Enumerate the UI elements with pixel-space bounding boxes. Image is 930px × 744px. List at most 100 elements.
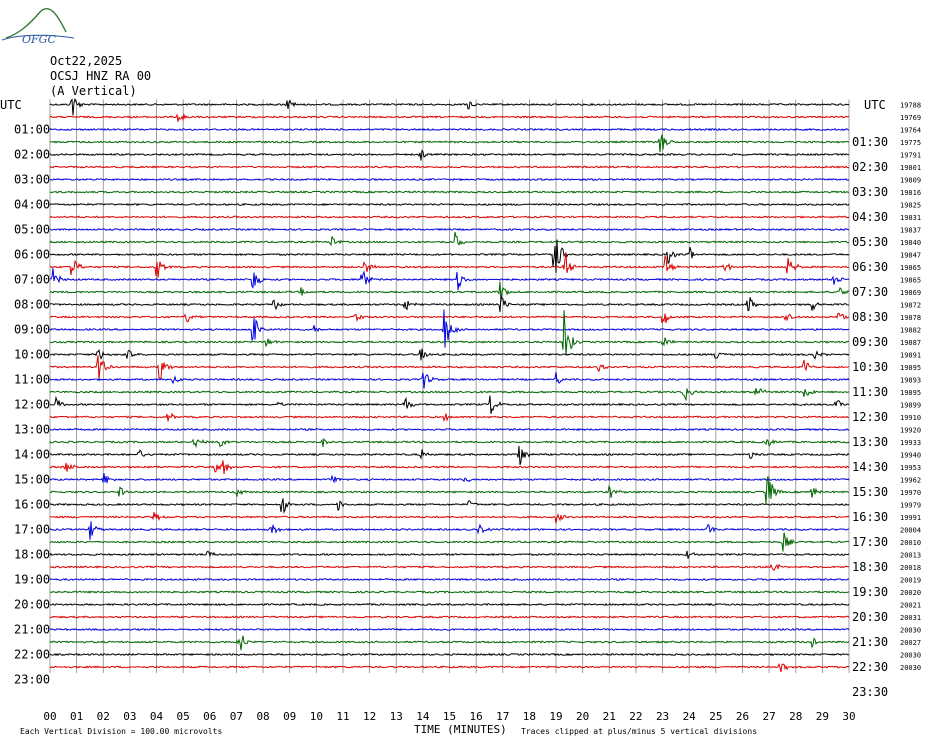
- trace-count-label: 20020: [900, 589, 921, 597]
- trace-line: [49, 281, 850, 302]
- trace-count-label: 19788: [900, 102, 921, 110]
- trace-line: [49, 511, 850, 524]
- trace-line: [49, 202, 850, 207]
- x-tick-label: 27: [762, 710, 775, 723]
- x-tick-label: 09: [283, 710, 296, 723]
- trace-line: [49, 627, 850, 632]
- x-tick-label: 08: [256, 710, 269, 723]
- trace-count-label: 20019: [900, 577, 921, 585]
- x-tick-label: 03: [123, 710, 136, 723]
- trace-line: [49, 395, 850, 414]
- trace-count-label: 20004: [900, 527, 921, 535]
- trace-line: [49, 532, 850, 552]
- x-tick-label: 22: [629, 710, 642, 723]
- trace-count-label: 20013: [900, 552, 921, 560]
- trace-count-label: 19991: [900, 514, 921, 522]
- left-hour-label: 03:00: [14, 173, 50, 187]
- trace-line: [49, 231, 850, 247]
- trace-count-label: 19847: [900, 252, 921, 260]
- x-tick-label: 01: [70, 710, 83, 723]
- trace-count-label: 19893: [900, 377, 921, 385]
- x-tick-labels: 00 01 02 03 04 05 06 07 08 09 10 11 12 13 14 15 16 17 18 19…: [43, 710, 855, 723]
- left-hour-label: 17:00: [14, 523, 50, 537]
- right-hour-label: 10:30: [852, 360, 888, 374]
- trace-count-label: 20031: [900, 614, 921, 622]
- left-hour-label: 05:00: [14, 223, 50, 237]
- trace-line: [49, 309, 850, 348]
- left-hour-label: 20:00: [14, 598, 50, 612]
- right-hour-label: 19:30: [852, 585, 888, 599]
- component-label: (A Vertical): [50, 84, 137, 98]
- left-hour-label: 21:00: [14, 623, 50, 637]
- trace-line: [49, 473, 850, 484]
- trace-line: [49, 268, 850, 291]
- trace-count-label: 19764: [900, 127, 921, 135]
- x-axis-label: TIME (MINUTES): [414, 723, 507, 736]
- trace-line: [49, 127, 850, 132]
- trace-line: [49, 113, 850, 122]
- left-hour-labels: 01:00 02:00 03:00 04:00 05:00 06:00 07:00 08:00…: [14, 123, 50, 687]
- trace-count-label: 20030: [900, 652, 921, 660]
- logo-text: OFGC: [22, 33, 56, 46]
- x-tick-label: 10: [310, 710, 323, 723]
- right-hour-label: 06:30: [852, 260, 888, 274]
- x-tick-label: 07: [230, 710, 243, 723]
- trace-count-label: 20030: [900, 664, 921, 672]
- trace-line: [49, 437, 850, 449]
- x-tick-label: 06: [203, 710, 216, 723]
- left-hour-label: 01:00: [14, 123, 50, 137]
- trace-line: [49, 550, 850, 559]
- trace-line: [49, 252, 850, 278]
- trace-count-label: 19872: [900, 302, 921, 310]
- trace-count-label: 19816: [900, 189, 921, 197]
- right-hour-label: 11:30: [852, 385, 888, 399]
- right-hour-label: 05:30: [852, 235, 888, 249]
- trace-line: [49, 165, 850, 169]
- left-hour-label: 07:00: [14, 273, 50, 287]
- left-hour-label: 23:00: [14, 673, 50, 687]
- right-hour-label: 16:30: [852, 510, 888, 524]
- trace-count-label: 19801: [900, 164, 921, 172]
- x-tick-label: 28: [789, 710, 802, 723]
- trace-count-label: 19865: [900, 277, 921, 285]
- footer-note-left: Each Vertical Division = 100.00 microvol…: [20, 727, 222, 736]
- trace-line: [49, 498, 850, 514]
- trace-line: [49, 310, 850, 356]
- trace-line: [49, 355, 850, 380]
- left-hour-label: 19:00: [14, 573, 50, 587]
- trace-count-label: 19962: [900, 477, 921, 485]
- x-tick-label: 00: [43, 710, 56, 723]
- right-hour-label: 13:30: [852, 435, 888, 449]
- trace-count-label: 19895: [900, 364, 921, 372]
- x-tick-label: 11: [336, 710, 349, 723]
- trace-count-label: 19979: [900, 502, 921, 510]
- left-hour-label: 02:00: [14, 148, 50, 162]
- plot-grid: [49, 99, 850, 673]
- trace-line: [49, 239, 850, 273]
- x-tick-label: 30: [842, 710, 855, 723]
- trace-count-label: 19769: [900, 114, 921, 122]
- trace-count-label: 20010: [900, 539, 921, 547]
- trace-count-label: 19970: [900, 489, 921, 497]
- right-hour-label: 02:30: [852, 160, 888, 174]
- right-hour-label: 22:30: [852, 660, 888, 674]
- x-tick-label: 29: [816, 710, 829, 723]
- trace-count-labels: 19788 19769 19764 19775 19791 19801 19809 19816…: [900, 102, 921, 673]
- seismic-traces: [49, 97, 850, 673]
- left-axis-label: UTC: [0, 98, 22, 112]
- trace-count-label: 20030: [900, 627, 921, 635]
- trace-line: [49, 590, 850, 594]
- x-tick-label: 13: [390, 710, 403, 723]
- x-tick-label: 25: [709, 710, 722, 723]
- x-tick-label: 26: [736, 710, 749, 723]
- right-hour-label: 12:30: [852, 410, 888, 424]
- right-axis-label: UTC: [864, 98, 886, 112]
- x-tick-label: 02: [97, 710, 110, 723]
- trace-line: [49, 97, 850, 116]
- trace-count-label: 20018: [900, 564, 921, 572]
- trace-line: [49, 652, 850, 657]
- trace-count-label: 19887: [900, 339, 921, 347]
- right-hour-label: 03:30: [852, 185, 888, 199]
- right-hour-label: 23:30: [852, 685, 888, 699]
